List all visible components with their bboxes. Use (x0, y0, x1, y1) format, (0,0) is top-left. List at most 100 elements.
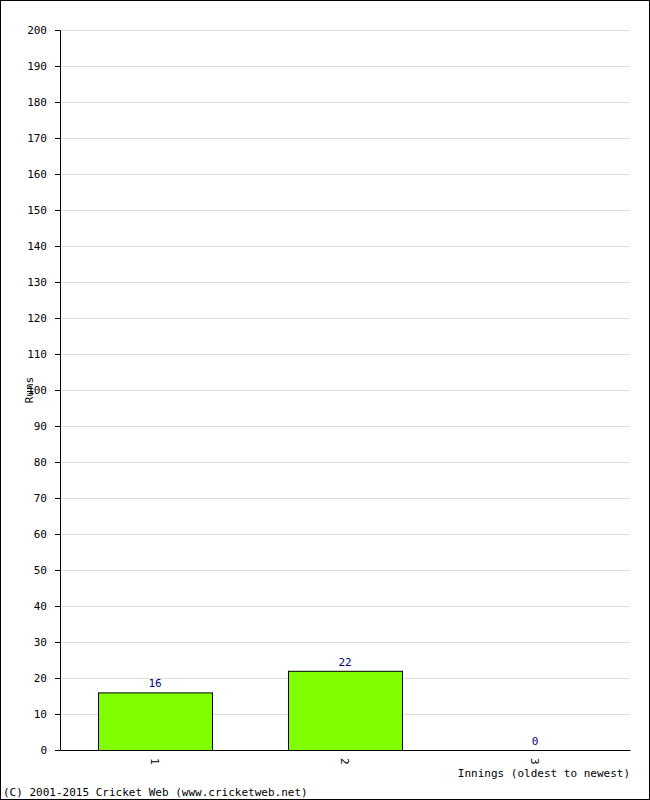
y-tick: 190 (27, 60, 60, 73)
y-tick-mark (55, 714, 60, 715)
y-tick: 90 (34, 420, 60, 433)
data-labels: 16 22 0 (148, 656, 538, 748)
grid-line (60, 66, 630, 67)
y-tick-label: 70 (34, 492, 47, 505)
y-tick: 70 (34, 492, 60, 505)
grid-line (60, 570, 630, 571)
grid-line (60, 30, 630, 31)
y-tick: 170 (27, 132, 60, 145)
y-tick-label: 170 (27, 132, 47, 145)
grid-line (60, 174, 630, 175)
grid-line (60, 318, 630, 319)
y-tick-label: 160 (27, 168, 47, 181)
grid-line (60, 606, 630, 607)
y-tick-mark (55, 570, 60, 571)
y-tick-label: 60 (34, 528, 47, 541)
grid-line (60, 390, 630, 391)
y-axis-line (55, 31, 61, 751)
x-tick-label: 2 (338, 758, 351, 765)
y-tick-mark (55, 66, 60, 67)
y-tick-label: 90 (34, 420, 47, 433)
y-tick: 130 (27, 276, 60, 289)
y-tick: 140 (27, 240, 60, 253)
grid-line (60, 750, 630, 751)
copyright: (C) 2001-2015 Cricket Web (www.cricketwe… (3, 786, 308, 799)
y-tick: 120 (27, 312, 60, 325)
y-tick-label: 150 (27, 204, 47, 217)
y-tick-label: 190 (27, 60, 47, 73)
y-tick: 50 (34, 564, 60, 577)
y-tick-mark (55, 138, 60, 139)
y-tick-label: 110 (27, 348, 47, 361)
y-tick-label: 30 (34, 636, 47, 649)
y-tick: 150 (27, 204, 60, 217)
x-tick-label: 1 (148, 758, 161, 765)
y-tick-mark (55, 642, 60, 643)
x-tick: 2 (338, 758, 351, 765)
x-tick-label: 3 (528, 758, 541, 765)
y-tick: 200 (27, 24, 60, 37)
y-tick-label: 10 (34, 708, 47, 721)
x-axis: 1 2 3 (61, 751, 631, 765)
y-tick-mark (55, 318, 60, 319)
bar (99, 693, 213, 750)
y-tick-mark (55, 354, 60, 355)
y-tick-label: 200 (27, 24, 47, 37)
y-tick: 30 (34, 636, 60, 649)
y-tick: 20 (34, 672, 60, 685)
y-tick: 80 (34, 456, 60, 469)
data-label: 22 (338, 656, 351, 669)
y-tick-mark (55, 534, 60, 535)
y-tick: 60 (34, 528, 60, 541)
y-tick-mark (55, 246, 60, 247)
bars (99, 671, 403, 750)
y-tick-label: 0 (40, 744, 47, 757)
y-tick-mark (55, 678, 60, 679)
grid-line (60, 534, 630, 535)
y-tick-label: 120 (27, 312, 47, 325)
y-tick-mark (55, 30, 60, 31)
y-tick: 0 (40, 744, 60, 757)
y-tick-mark (55, 390, 60, 391)
y-tick-label: 40 (34, 600, 47, 613)
y-tick: 40 (34, 600, 60, 613)
x-tick: 3 (528, 758, 541, 765)
y-tick-label: 80 (34, 456, 47, 469)
grid-line (60, 426, 630, 427)
y-tick-label: 180 (27, 96, 47, 109)
data-label: 16 (148, 677, 161, 690)
plot: 0102030405060708090100110120130140150160… (27, 24, 630, 765)
y-tick: 10 (34, 708, 60, 721)
grid-line (60, 210, 630, 211)
chart: 0102030405060708090100110120130140150160… (0, 0, 650, 800)
y-tick-mark (55, 462, 60, 463)
y-tick-label: 50 (34, 564, 47, 577)
data-label: 0 (532, 735, 539, 748)
y-tick: 160 (27, 168, 60, 181)
x-axis-line (61, 750, 631, 751)
grid-line (60, 498, 630, 499)
grid-line (60, 102, 630, 103)
grid (60, 31, 630, 751)
grid-line (60, 642, 630, 643)
y-tick: 110 (27, 348, 60, 361)
y-tick-mark (55, 210, 60, 211)
y-tick-mark (55, 102, 60, 103)
y-tick-label: 130 (27, 276, 47, 289)
y-tick-mark (55, 282, 60, 283)
y-tick-label: 20 (34, 672, 47, 685)
y-tick-mark (55, 426, 60, 427)
border (1, 1, 650, 800)
y-tick-mark (55, 498, 60, 499)
x-axis-title: Innings (oldest to newest) (458, 767, 630, 780)
y-tick: 180 (27, 96, 60, 109)
grid-line (60, 282, 630, 283)
grid-line (60, 138, 630, 139)
y-tick-mark (55, 606, 60, 607)
grid-line (60, 462, 630, 463)
y-tick-mark (55, 750, 60, 751)
x-tick: 1 (148, 758, 161, 765)
grid-line (60, 246, 630, 247)
grid-line (60, 354, 630, 355)
y-tick-label: 140 (27, 240, 47, 253)
